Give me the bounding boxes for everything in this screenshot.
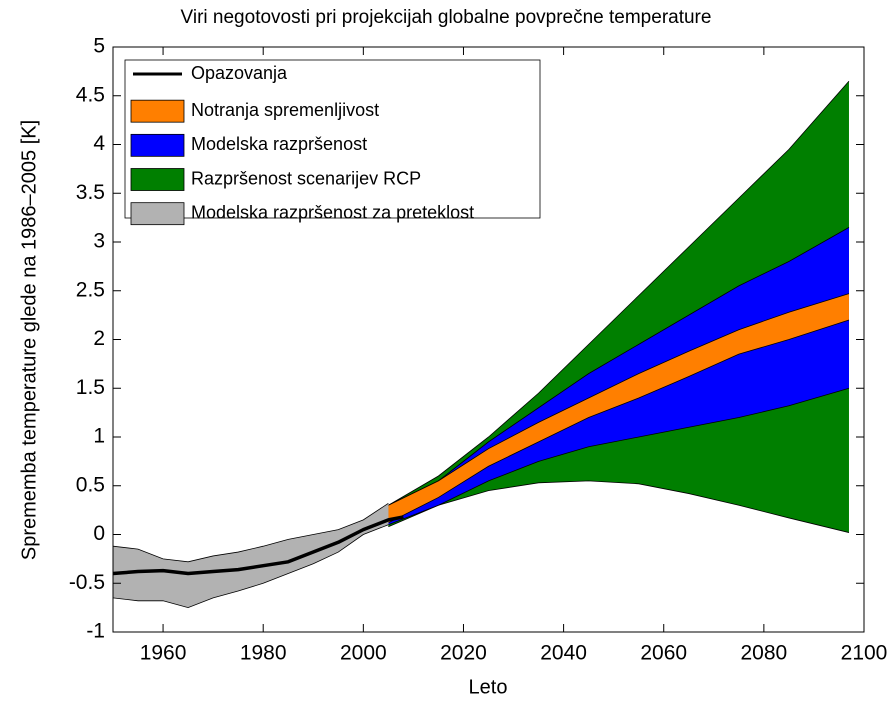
x-tick-label: 2040 (540, 642, 587, 665)
legend-label: Modelska razpršenost (191, 134, 367, 154)
y-tick-label: 2 (93, 327, 105, 350)
y-tick-label: 3 (93, 230, 105, 253)
y-tick-label: 0 (93, 522, 105, 545)
legend-swatch (130, 202, 185, 226)
band-edge (388, 293, 850, 506)
chart-title: Viri negotovosti pri projekcijah globaln… (181, 7, 712, 28)
y-tick-label: 2.5 (76, 278, 105, 301)
band-fill (388, 293, 849, 523)
y-tick-label: 5 (93, 35, 105, 58)
band-edge (112, 524, 389, 609)
y-tick-label: 3.5 (76, 181, 105, 204)
y-tick-label: 1 (93, 425, 105, 448)
legend-swatch (130, 133, 185, 157)
y-tick-label: -0.5 (69, 571, 105, 594)
band-edge (388, 319, 850, 524)
x-tick-label: 2100 (841, 642, 888, 665)
x-tick-label: 1960 (140, 642, 187, 665)
band-edge (388, 480, 850, 533)
x-tick-label: 2000 (340, 642, 387, 665)
y-tick-label: 0.5 (76, 473, 105, 496)
x-tick-label: 2080 (741, 642, 788, 665)
band-fill (113, 503, 389, 608)
band-edge (388, 387, 850, 526)
y-tick-label: 1.5 (76, 376, 105, 399)
x-axis-label: Leto (469, 676, 508, 698)
x-tick-label: 2060 (640, 642, 687, 665)
band-fill (388, 81, 849, 533)
legend-label: Modelska razpršenost za preteklost (191, 202, 474, 222)
legend-label: Razpršenost scenarijev RCP (191, 168, 421, 188)
x-tick-label: 2020 (440, 642, 487, 665)
y-tick-label: 4.5 (76, 83, 105, 106)
band-edge (388, 80, 850, 506)
legend-swatch (130, 99, 185, 123)
legend-box (124, 59, 541, 219)
observation-line (112, 515, 404, 576)
legend-label: Notranja spremenljivost (191, 100, 379, 120)
band-edge (388, 227, 850, 506)
x-tick-label: 1980 (240, 642, 287, 665)
band-edge (112, 502, 389, 563)
legend-label: Opazovanja (191, 63, 288, 83)
y-axis-label: Sprememba temperature glede na 1986–2005… (18, 120, 40, 560)
legend-swatch (130, 168, 185, 191)
y-tick-label: -1 (86, 620, 105, 643)
y-tick-label: 4 (93, 132, 105, 155)
